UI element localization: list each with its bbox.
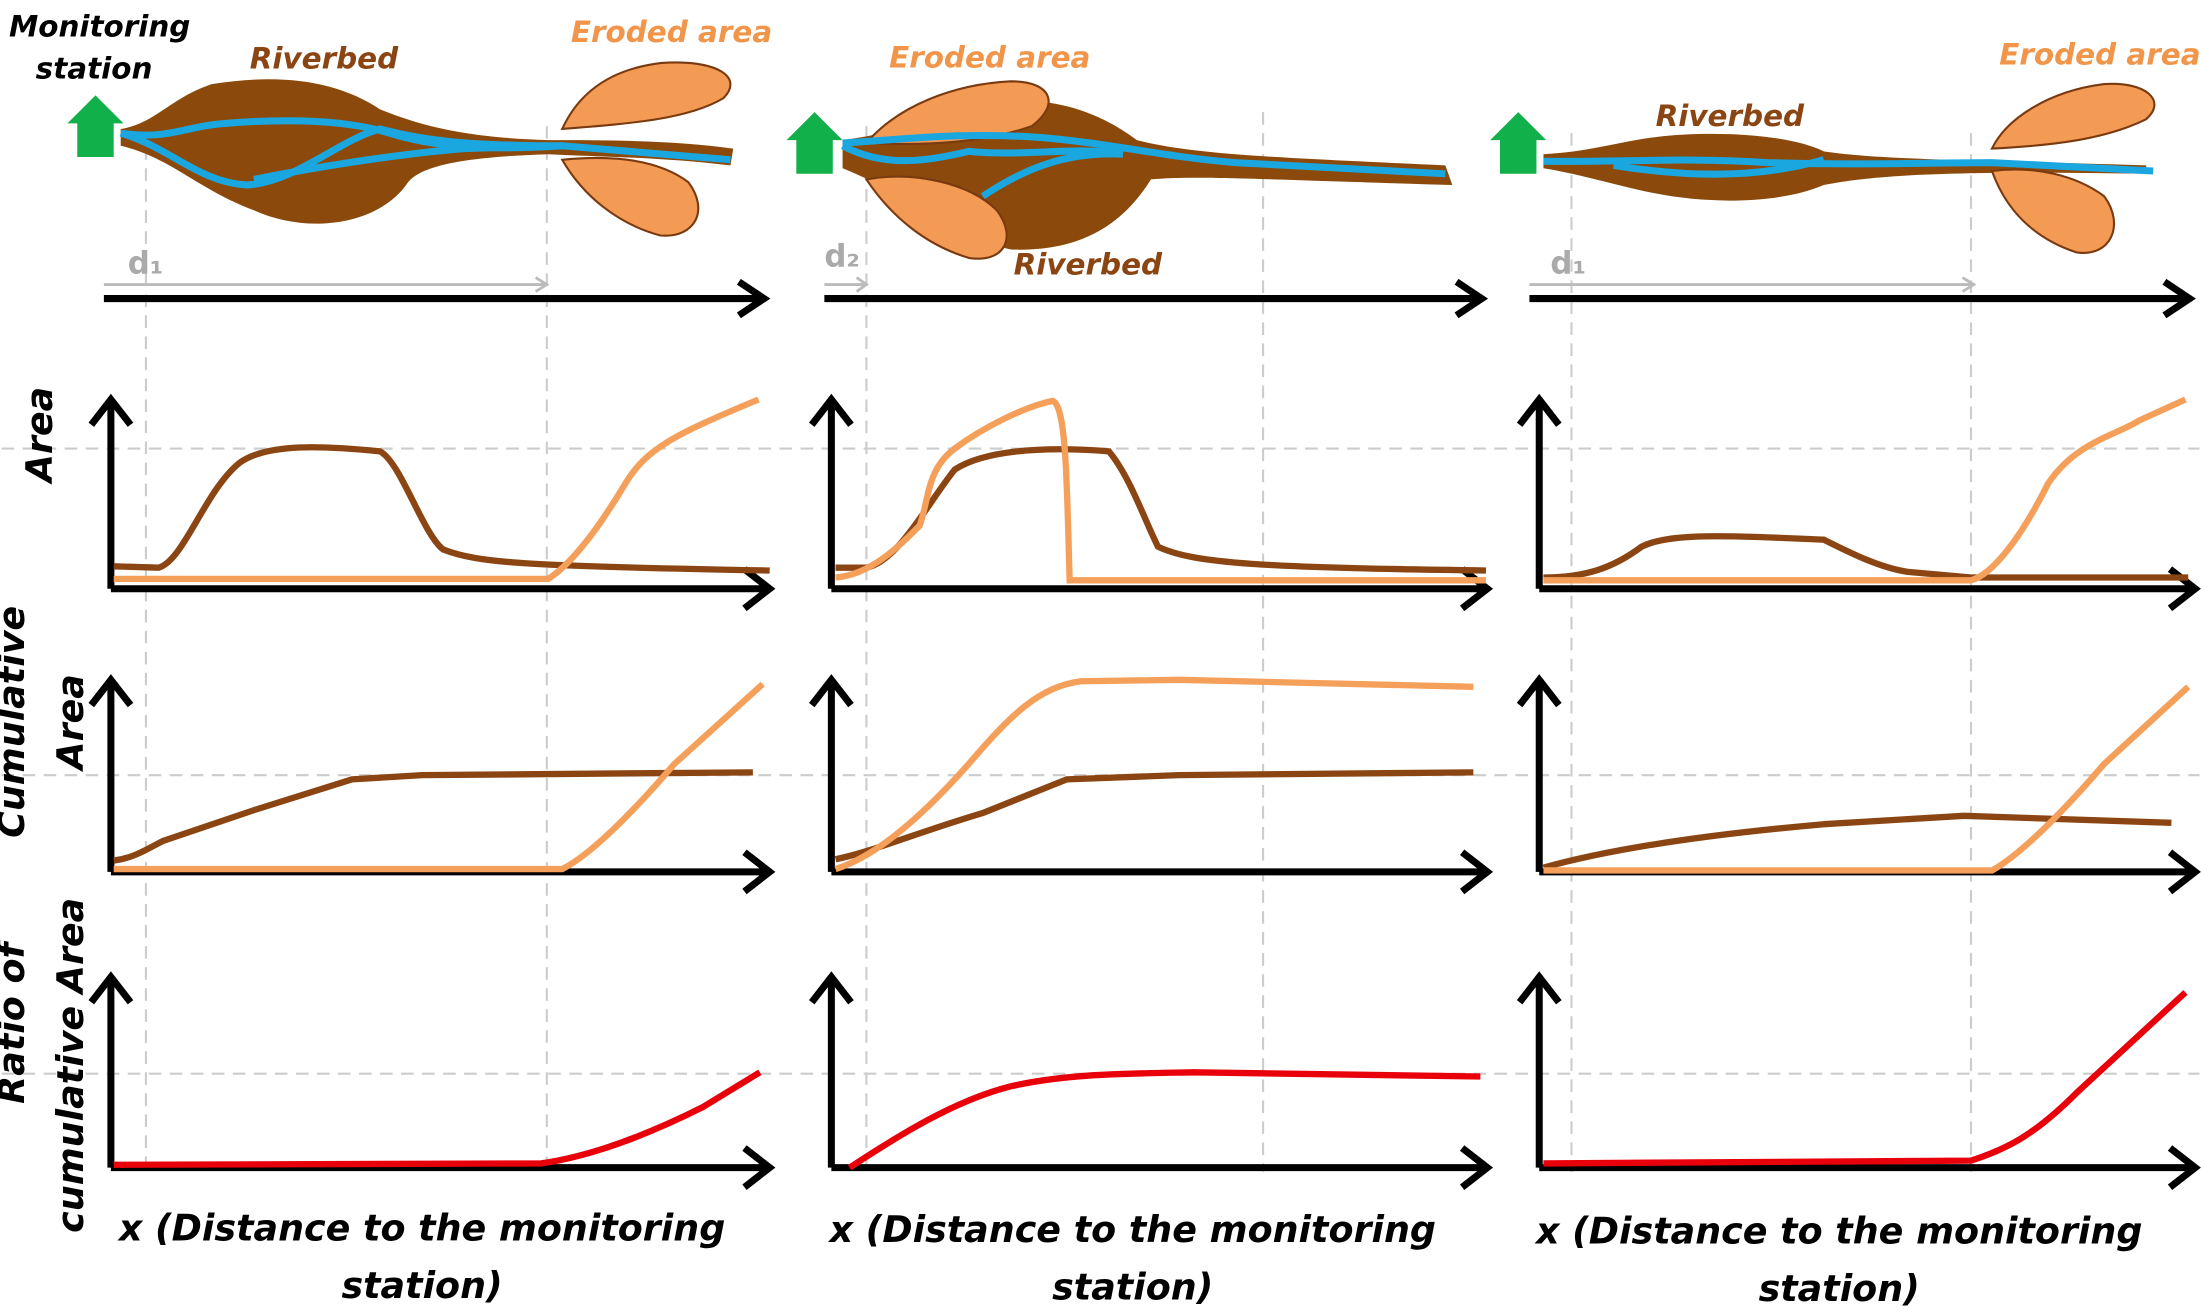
- map-panel: Eroded area Riverbed d₂: [787, 40, 1453, 291]
- x-label: station): [341, 1264, 502, 1307]
- axes: [91, 282, 2195, 1188]
- y-label: Cumulative: [0, 606, 33, 838]
- y-label: Area: [18, 387, 61, 485]
- x-label: x (Distance to the monitoring: [117, 1207, 725, 1250]
- map-panel: Riverbed Eroded area d₁: [1490, 37, 2200, 291]
- station-label: Monitoring: [9, 9, 190, 43]
- distance-label: d₁: [128, 245, 164, 281]
- axis-arrow: [831, 852, 1487, 891]
- axis-arrow: [831, 1148, 1487, 1187]
- eroded-label: Eroded area: [889, 40, 1090, 74]
- axis-arrow: [831, 569, 1487, 608]
- curves: [114, 399, 2189, 1167]
- riverbed-label: Riverbed: [250, 42, 399, 76]
- axis-arrow: [824, 282, 1481, 316]
- x-label: x (Distance to the monitoring: [828, 1208, 1436, 1251]
- station-label: station: [36, 51, 153, 85]
- riverbed-label: Riverbed: [1656, 99, 1805, 133]
- eroded-label: Eroded area: [1999, 37, 2200, 71]
- axis-arrow: [1539, 1148, 2195, 1187]
- x-label: station): [1759, 1267, 1920, 1310]
- axis-arrow: [1529, 282, 2189, 316]
- axis-arrow: [1520, 977, 1559, 1168]
- axis-arrow: [111, 569, 770, 608]
- eroded-label: Eroded area: [571, 15, 772, 49]
- axis-arrow: [1520, 399, 1559, 588]
- map-panel: Monitoring station Riverbed Eroded area …: [9, 9, 772, 291]
- axis-arrow: [91, 399, 130, 588]
- diagram: Monitoring station Riverbed Eroded area …: [0, 0, 2201, 1312]
- y-label: cumulative Area: [49, 898, 92, 1233]
- axis-arrow: [812, 977, 851, 1168]
- x-label: station): [1052, 1265, 1213, 1308]
- y-label: Ratio of: [0, 939, 33, 1104]
- distance-label: d₂: [824, 238, 860, 274]
- distance-label: d₁: [1550, 245, 1586, 281]
- axis-arrow: [104, 282, 764, 316]
- axis-arrow: [91, 977, 130, 1168]
- x-label: x (Distance to the monitoring: [1534, 1209, 2142, 1252]
- axis-arrow: [812, 399, 851, 588]
- y-label: Area: [49, 674, 92, 772]
- riverbed-label: Riverbed: [1014, 248, 1163, 282]
